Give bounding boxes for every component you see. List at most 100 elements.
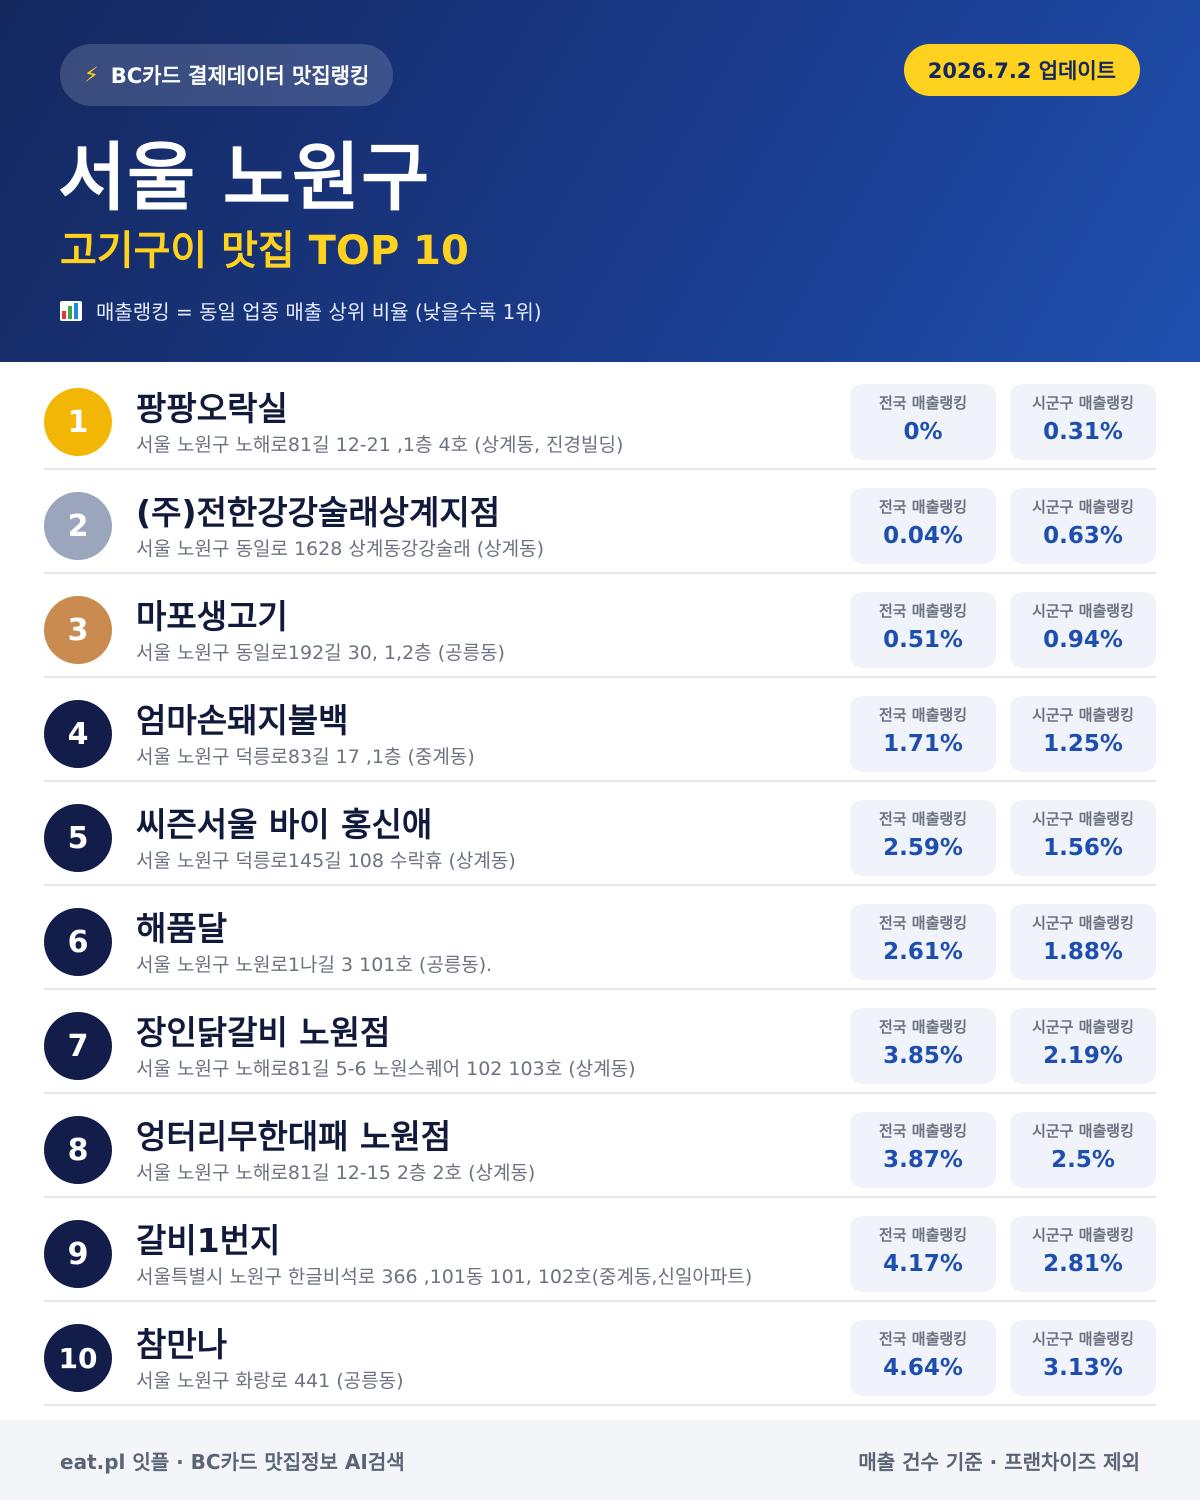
national-ranking-value: 3.85%: [883, 1043, 963, 1069]
restaurant-name[interactable]: 장인닭갈비 노원점: [136, 1013, 391, 1052]
rank-badge: 4: [44, 700, 112, 768]
restaurant-name[interactable]: 엄마손돼지불백: [136, 701, 349, 740]
rank-badge: 7: [44, 1012, 112, 1080]
national-ranking-box: 전국 매출랭킹 3.85%: [850, 1008, 996, 1084]
local-ranking-value: 2.81%: [1043, 1251, 1123, 1277]
local-ranking-box: 시군구 매출랭킹 1.88%: [1010, 904, 1156, 980]
local-ranking-box: 시군구 매출랭킹 0.94%: [1010, 592, 1156, 668]
list-item[interactable]: 2 (주)전한강강술래상계지점 서울 노원구 동일로 1628 상계동강강술래 (상…: [44, 470, 1156, 574]
local-ranking-label: 시군구 매출랭킹: [1032, 602, 1134, 620]
local-ranking-label: 시군구 매출랭킹: [1032, 1018, 1134, 1036]
national-ranking-box: 전국 매출랭킹 4.64%: [850, 1320, 996, 1396]
national-ranking-value: 3.87%: [883, 1147, 963, 1173]
restaurant-address: 서울 노원구 노원로1나길 3 101호 (공릉동).: [136, 954, 493, 976]
national-ranking-value: 1.71%: [883, 731, 963, 757]
restaurant-address: 서울 노원구 노해로81길 12-21 ,1층 4호 (상계동, 진경빌딩): [136, 434, 624, 456]
restaurant-address: 서울 노원구 화랑로 441 (공릉동): [136, 1370, 404, 1392]
national-ranking-label: 전국 매출랭킹: [878, 914, 968, 932]
national-ranking-label: 전국 매출랭킹: [878, 1226, 968, 1244]
national-ranking-value: 0.04%: [883, 523, 963, 549]
local-ranking-label: 시군구 매출랭킹: [1032, 498, 1134, 516]
restaurant-name[interactable]: 해품달: [136, 909, 228, 948]
national-ranking-box: 전국 매출랭킹 3.87%: [850, 1112, 996, 1188]
national-ranking-value: 0.51%: [883, 627, 963, 653]
national-ranking-box: 전국 매출랭킹 0.04%: [850, 488, 996, 564]
local-ranking-box: 시군구 매출랭킹 3.13%: [1010, 1320, 1156, 1396]
source-label: BC카드 결제데이터 맛집랭킹: [110, 64, 370, 88]
footer: eat.pl 잇플 · BC카드 맛집정보 AI검색 매출 건수 기준 · 프랜…: [0, 1420, 1200, 1500]
local-ranking-value: 1.88%: [1043, 939, 1123, 965]
local-ranking-box: 시군구 매출랭킹 0.63%: [1010, 488, 1156, 564]
local-ranking-label: 시군구 매출랭킹: [1032, 1122, 1134, 1140]
list-item[interactable]: 4 엄마손돼지불백 서울 노원구 덕릉로83길 17 ,1층 (중계동) 전국 매출랭…: [44, 678, 1156, 782]
national-ranking-box: 전국 매출랭킹 0.51%: [850, 592, 996, 668]
local-ranking-value: 0.31%: [1043, 419, 1123, 445]
national-ranking-value: 4.64%: [883, 1355, 963, 1381]
local-ranking-value: 2.19%: [1043, 1043, 1123, 1069]
restaurant-name[interactable]: 마포생고기: [136, 597, 288, 636]
restaurant-address: 서울 노원구 노해로81길 12-15 2층 2호 (상계동): [136, 1162, 536, 1184]
rank-badge: 2: [44, 492, 112, 560]
rank-badge: 5: [44, 804, 112, 872]
national-ranking-label: 전국 매출랭킹: [878, 1330, 968, 1348]
source-pill: ⚡ BC카드 결제데이터 맛집랭킹: [60, 44, 394, 106]
rank-badge: 9: [44, 1220, 112, 1288]
national-ranking-label: 전국 매출랭킹: [878, 1122, 968, 1140]
local-ranking-box: 시군구 매출랭킹 1.25%: [1010, 696, 1156, 772]
bar-chart-icon: [60, 300, 82, 321]
ranking-note-text: 매출랭킹 = 동일 업종 매출 상위 비율 (낮을수록 1위): [96, 300, 542, 324]
national-ranking-value: 2.61%: [883, 939, 963, 965]
rank-badge: 3: [44, 596, 112, 664]
local-ranking-box: 시군구 매출랭킹 1.56%: [1010, 800, 1156, 876]
national-ranking-box: 전국 매출랭킹 4.17%: [850, 1216, 996, 1292]
restaurant-name[interactable]: 참만나: [136, 1325, 228, 1364]
national-ranking-value: 0%: [903, 419, 943, 445]
local-ranking-box: 시군구 매출랭킹 2.19%: [1010, 1008, 1156, 1084]
national-ranking-value: 4.17%: [883, 1251, 963, 1277]
local-ranking-label: 시군구 매출랭킹: [1032, 394, 1134, 412]
ranking-note: 매출랭킹 = 동일 업종 매출 상위 비율 (낮을수록 1위): [60, 296, 542, 325]
local-ranking-value: 1.25%: [1043, 731, 1123, 757]
header-banner: ⚡ BC카드 결제데이터 맛집랭킹 2026.7.2 업데이트 서울 노원구 고…: [0, 0, 1200, 362]
restaurant-address: 서울 노원구 덕릉로83길 17 ,1층 (중계동): [136, 746, 475, 768]
footer-criteria: 매출 건수 기준 · 프랜차이즈 제외: [858, 1449, 1140, 1474]
restaurant-address: 서울 노원구 노해로81길 5-6 노원스퀘어 102 103호 (상계동): [136, 1058, 636, 1080]
local-ranking-box: 시군구 매출랭킹 2.81%: [1010, 1216, 1156, 1292]
national-ranking-value: 2.59%: [883, 835, 963, 861]
page-subtitle: 고기구이 맛집 TOP 10: [60, 228, 469, 274]
lightning-icon: ⚡: [84, 63, 99, 87]
local-ranking-label: 시군구 매출랭킹: [1032, 706, 1134, 724]
page-title: 서울 노원구: [58, 135, 431, 221]
local-ranking-label: 시군구 매출랭킹: [1032, 1330, 1134, 1348]
local-ranking-value: 0.63%: [1043, 523, 1123, 549]
restaurant-name[interactable]: 갈비1번지: [136, 1221, 281, 1260]
local-ranking-box: 시군구 매출랭킹 2.5%: [1010, 1112, 1156, 1188]
restaurant-name[interactable]: 씨즌서울 바이 홍신애: [136, 805, 433, 844]
restaurant-address: 서울 노원구 동일로192길 30, 1,2층 (공릉동): [136, 642, 505, 664]
restaurant-address: 서울특별시 노원구 한글비석로 366 ,101동 101, 102호(중계동,…: [136, 1266, 753, 1288]
rank-badge: 8: [44, 1116, 112, 1184]
local-ranking-value: 2.5%: [1051, 1147, 1115, 1173]
restaurant-name[interactable]: 팡팡오락실: [136, 389, 288, 428]
local-ranking-label: 시군구 매출랭킹: [1032, 914, 1134, 932]
local-ranking-value: 1.56%: [1043, 835, 1123, 861]
restaurant-name[interactable]: 엉터리무한대패 노원점: [136, 1117, 452, 1156]
rank-badge: 10: [44, 1324, 112, 1392]
national-ranking-label: 전국 매출랭킹: [878, 1018, 968, 1036]
restaurant-name[interactable]: (주)전한강강술래상계지점: [136, 493, 501, 532]
national-ranking-label: 전국 매출랭킹: [878, 394, 968, 412]
national-ranking-label: 전국 매출랭킹: [878, 498, 968, 516]
rank-badge: 1: [44, 388, 112, 456]
restaurant-address: 서울 노원구 덕릉로145길 108 수락휴 (상계동): [136, 850, 516, 872]
rank-badge: 6: [44, 908, 112, 976]
national-ranking-box: 전국 매출랭킹 2.61%: [850, 904, 996, 980]
